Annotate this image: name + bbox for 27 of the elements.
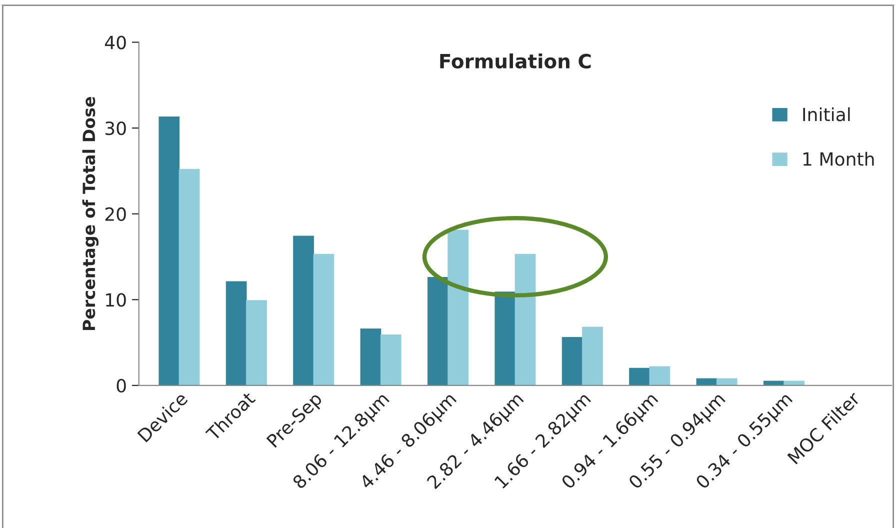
bar xyxy=(158,116,180,386)
chart-title: Formulation C xyxy=(440,53,591,69)
bar xyxy=(313,254,334,386)
y-tick-label: 40 xyxy=(104,36,126,50)
bar xyxy=(427,276,448,386)
bar xyxy=(178,168,200,386)
bar xyxy=(582,326,603,386)
y-axis-title: Percentage of Total Dose xyxy=(82,96,99,330)
bar xyxy=(494,292,516,386)
y-tick-label: 30 xyxy=(105,122,126,136)
bar xyxy=(649,366,670,386)
bar xyxy=(293,236,314,386)
bar xyxy=(514,254,536,386)
legend-label: 1 Month xyxy=(803,152,874,166)
y-tick-label: 0 xyxy=(116,378,126,393)
bar xyxy=(696,378,718,386)
bar xyxy=(380,334,402,386)
y-tick-label: 20 xyxy=(105,207,126,221)
bar xyxy=(360,328,382,386)
bar xyxy=(562,337,583,386)
bar xyxy=(246,300,267,386)
bar xyxy=(716,378,738,386)
bar xyxy=(448,230,469,386)
bar xyxy=(226,281,247,386)
y-tick-label: 10 xyxy=(106,293,126,307)
legend-label: Initial xyxy=(803,107,850,122)
bar xyxy=(629,368,650,386)
